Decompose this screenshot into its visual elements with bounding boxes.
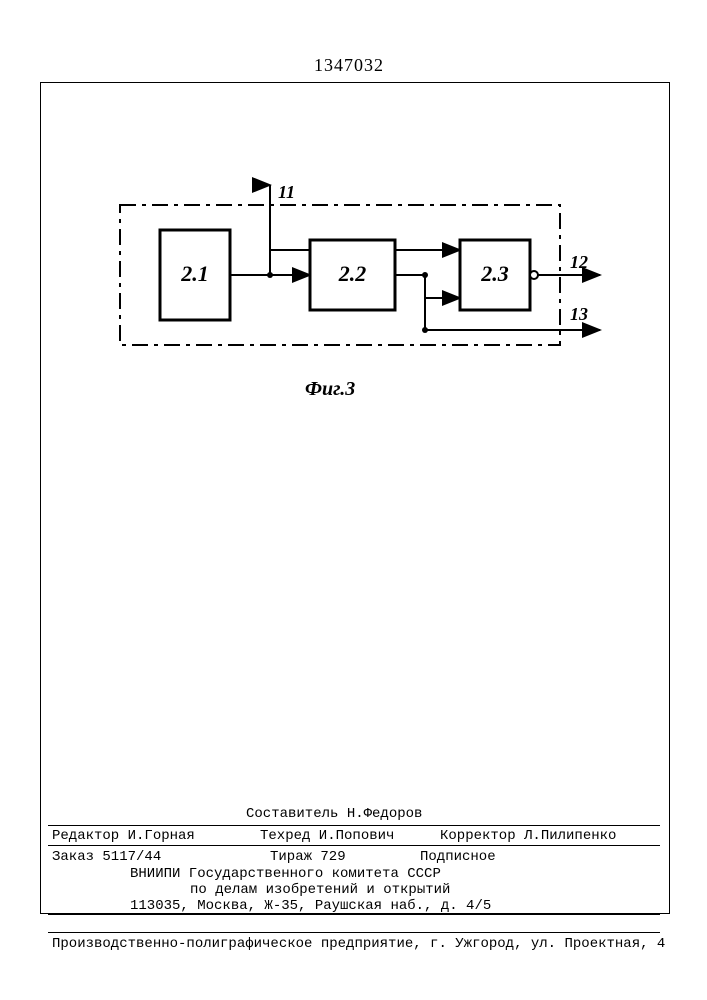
- figure-caption: Фиг.3: [305, 378, 355, 401]
- block-diagram: 2.1 2.2 2.3 11 12 13: [90, 170, 610, 370]
- corrector-credit: Корректор Л.Пилипенко: [440, 828, 616, 844]
- svg-text:12: 12: [570, 252, 588, 272]
- subscription: Подписное: [420, 849, 496, 865]
- footer-rule-3: [48, 914, 660, 915]
- svg-text:2.3: 2.3: [480, 261, 509, 286]
- compiler-line: Составитель Н.Федоров: [246, 806, 422, 822]
- footer-rule-1: [48, 825, 660, 826]
- svg-text:13: 13: [570, 304, 588, 324]
- org-line-2: по делам изобретений и открытий: [190, 882, 450, 898]
- svg-text:11: 11: [278, 182, 295, 202]
- footer-rule-2: [48, 845, 660, 846]
- address-line: 113035, Москва, Ж-35, Раушская наб., д. …: [130, 898, 491, 914]
- order-number: Заказ 5117/44: [52, 849, 161, 865]
- editor-credit: Редактор И.Горная: [52, 828, 195, 844]
- document-number: 1347032: [314, 55, 384, 76]
- circulation: Тираж 729: [270, 849, 346, 865]
- svg-text:2.1: 2.1: [180, 261, 209, 286]
- org-line-1: ВНИИПИ Государственного комитета СССР: [130, 866, 441, 882]
- footer-rule-4: [48, 932, 660, 933]
- techred-credit: Техред И.Попович: [260, 828, 394, 844]
- press-line: Производственно-полиграфическое предприя…: [52, 936, 665, 952]
- svg-text:2.2: 2.2: [338, 261, 367, 286]
